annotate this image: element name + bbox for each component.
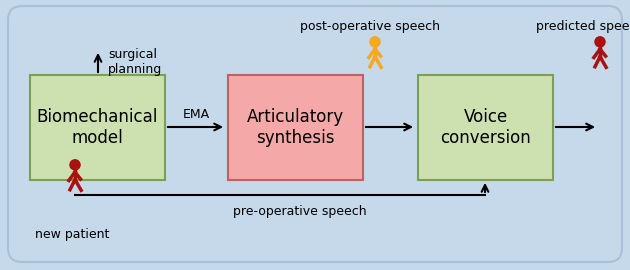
Text: predicted speech: predicted speech [536,20,630,33]
FancyBboxPatch shape [418,75,553,180]
Text: Biomechanical
model: Biomechanical model [37,108,158,147]
Text: Articulatory
synthesis: Articulatory synthesis [247,108,344,147]
Text: pre-operative speech: pre-operative speech [233,205,367,218]
Text: surgical
planning: surgical planning [108,48,163,76]
Text: post-operative speech: post-operative speech [300,20,440,33]
FancyBboxPatch shape [8,6,622,262]
Circle shape [370,37,380,47]
FancyBboxPatch shape [228,75,363,180]
FancyBboxPatch shape [30,75,165,180]
Text: Voice
conversion: Voice conversion [440,108,531,147]
Circle shape [595,37,605,47]
Text: new patient: new patient [35,228,109,241]
Circle shape [70,160,80,170]
Text: EMA: EMA [183,109,210,122]
